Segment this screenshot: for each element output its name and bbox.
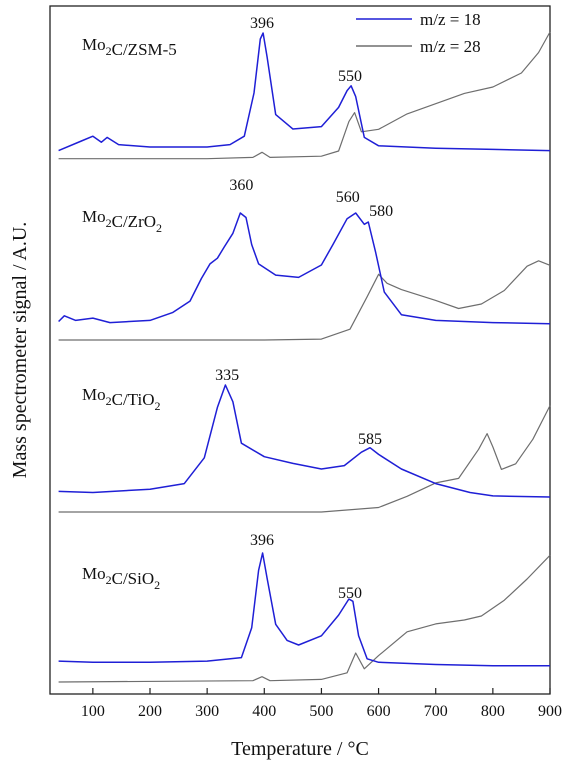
- series-line-m18-panel-0: [58, 32, 551, 152]
- peak-label-0-0: 396: [250, 15, 274, 32]
- legend: m/z = 18 m/z = 28: [356, 10, 481, 56]
- peak-label-0-1: 550: [338, 68, 362, 85]
- plot-frame: [49, 5, 551, 695]
- peak-label-2-0: 335: [215, 367, 239, 384]
- series-line-m28-panel-1: [58, 260, 551, 341]
- x-tick-label-500: 500: [309, 703, 333, 720]
- series-line-m28-panel-2: [58, 405, 551, 513]
- x-axis: 100 200 300 400 500 600 700 800 900: [81, 688, 562, 720]
- panel-label-2: Mo2C/TiO2: [82, 385, 160, 413]
- x-tick-label-900: 900: [538, 703, 562, 720]
- peak-label-2-1: 585: [358, 431, 382, 448]
- series-line-m18-panel-1: [58, 212, 551, 325]
- x-tick-label-200: 200: [138, 703, 162, 720]
- panel-label-3: Mo2C/SiO2: [82, 564, 160, 592]
- x-tick-label-800: 800: [481, 703, 505, 720]
- plot-content: Mo2C/ZSM-5 396 550 Mo2C/ZrO2 360 560 580 Mo2C/T…: [58, 15, 551, 683]
- x-axis-title: Temperature / °C: [231, 738, 369, 760]
- panel-3: Mo2C/SiO2 396 550: [58, 532, 551, 683]
- panel-label-1: Mo2C/ZrO2: [82, 207, 162, 235]
- peak-label-3-1: 550: [338, 585, 362, 602]
- series-line-m18-panel-2: [58, 384, 551, 498]
- peak-label-3-0: 396: [250, 532, 274, 549]
- x-tick-label-300: 300: [195, 703, 219, 720]
- legend-label-m18: m/z = 18: [420, 10, 481, 29]
- series-line-m18-panel-3: [58, 552, 550, 667]
- legend-label-m28: m/z = 28: [420, 37, 481, 56]
- panel-0: Mo2C/ZSM-5 396 550: [58, 15, 551, 160]
- panel-label-0: Mo2C/ZSM-5: [82, 35, 177, 59]
- peak-label-1-1: 560: [336, 189, 360, 206]
- x-tick-label-600: 600: [367, 703, 391, 720]
- panel-1: Mo2C/ZrO2 360 560 580: [58, 177, 551, 341]
- x-tick-label-100: 100: [81, 703, 105, 720]
- series-line-m28-panel-3: [58, 554, 551, 683]
- peak-label-1-0: 360: [229, 177, 253, 194]
- peak-label-1-2: 580: [369, 203, 393, 220]
- panel-2: Mo2C/TiO2 335 585: [58, 367, 551, 513]
- series-line-m28-panel-0: [58, 31, 551, 160]
- x-tick-label-700: 700: [424, 703, 448, 720]
- x-tick-label-400: 400: [252, 703, 276, 720]
- y-axis-title: Mass spectrometer signal / A.U.: [9, 222, 31, 479]
